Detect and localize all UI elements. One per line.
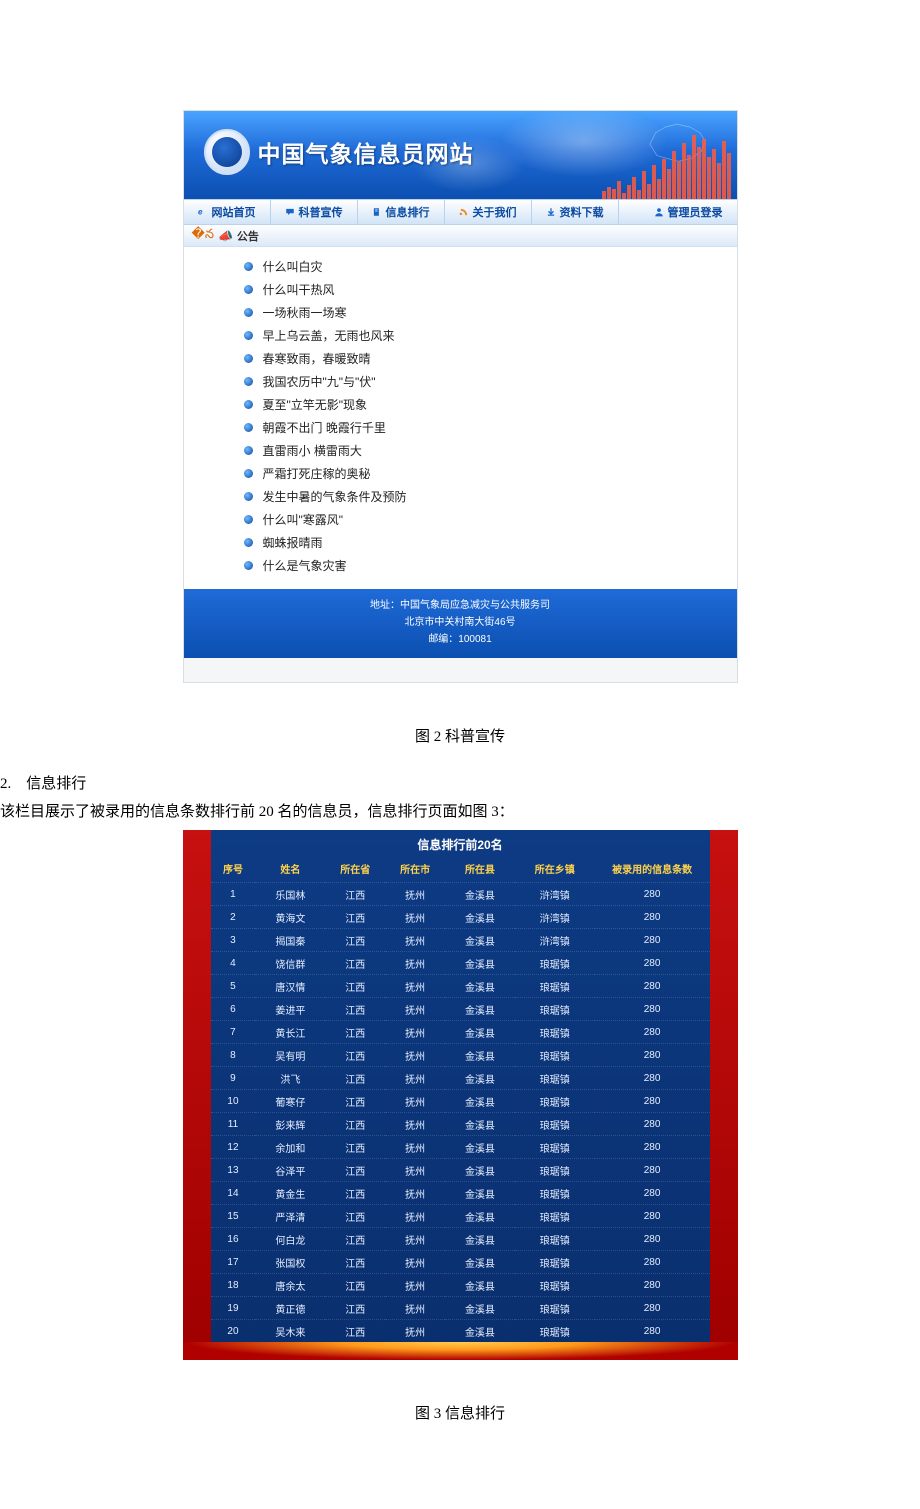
ranking-title: 信息排行前20名 bbox=[211, 830, 710, 857]
nav-item-2[interactable]: 信息排行 bbox=[358, 200, 445, 224]
bullet-icon bbox=[244, 331, 253, 340]
article-item[interactable]: 蜘蛛报晴雨 bbox=[184, 531, 737, 554]
article-item[interactable]: 夏至"立竿无影"现象 bbox=[184, 393, 737, 416]
bullet-icon bbox=[244, 423, 253, 432]
ranking-row: 13谷泽平江西抚州金溪县琅琚镇280 bbox=[211, 1159, 710, 1182]
ranking-row: 5唐汉情江西抚州金溪县琅琚镇280 bbox=[211, 975, 710, 998]
ranking-row: 12余加和江西抚州金溪县琅琚镇280 bbox=[211, 1136, 710, 1159]
svg-text:e: e bbox=[198, 208, 203, 217]
ranking-row: 19黄正德江西抚州金溪县琅琚镇280 bbox=[211, 1297, 710, 1320]
bullet-icon bbox=[244, 262, 253, 271]
article-item[interactable]: 早上乌云盖，无雨也风来 bbox=[184, 324, 737, 347]
announcement-label: 公告 bbox=[237, 228, 259, 244]
ranking-table: 序号姓名所在省所在市所在县所在乡镇被录用的信息条数1乐国林江西抚州金溪县浒湾镇2… bbox=[211, 857, 710, 1342]
banner-bar-chart-art bbox=[602, 135, 731, 199]
bullet-icon bbox=[244, 538, 253, 547]
announcement-icon: �న bbox=[192, 226, 214, 245]
article-item[interactable]: 什么叫白灾 bbox=[184, 255, 737, 278]
ranking-row: 9洪飞江西抚州金溪县琅琚镇280 bbox=[211, 1067, 710, 1090]
ranking-row: 6姜进平江西抚州金溪县琅琚镇280 bbox=[211, 998, 710, 1021]
website-screenshot: 中国气象信息员网站 e网站首页科普宣传信息排行关于我们资料下载管理员登录 �న … bbox=[183, 110, 738, 683]
ranking-col-header: 所在市 bbox=[385, 857, 445, 883]
ranking-row: 16何白龙江西抚州金溪县琅琚镇280 bbox=[211, 1228, 710, 1251]
ranking-row: 1乐国林江西抚州金溪县浒湾镇280 bbox=[211, 883, 710, 906]
ranking-col-header: 姓名 bbox=[255, 857, 325, 883]
site-title: 中国气象信息员网站 bbox=[258, 135, 474, 169]
ranking-col-header: 所在乡镇 bbox=[515, 857, 595, 883]
site-logo-icon bbox=[204, 129, 250, 175]
ranking-row: 2黄海文江西抚州金溪县浒湾镇280 bbox=[211, 906, 710, 929]
ranking-row: 7黄长江江西抚州金溪县琅琚镇280 bbox=[211, 1021, 710, 1044]
ranking-row: 17张国权江西抚州金溪县琅琚镇280 bbox=[211, 1251, 710, 1274]
article-item[interactable]: 一场秋雨一场寒 bbox=[184, 301, 737, 324]
ranking-row: 18唐余太江西抚州金溪县琅琚镇280 bbox=[211, 1274, 710, 1297]
ranking-col-header: 所在省 bbox=[325, 857, 385, 883]
ranking-row: 20吴木来江西抚州金溪县琅琚镇280 bbox=[211, 1320, 710, 1343]
article-item[interactable]: 严霜打死庄稼的奥秘 bbox=[184, 462, 737, 485]
bullet-icon bbox=[244, 308, 253, 317]
section-2-description: 该栏目展示了被录用的信息条数排行前 20 名的信息员，信息排行页面如图 3： bbox=[0, 800, 920, 824]
bullet-icon bbox=[244, 561, 253, 570]
footer-spacer bbox=[184, 658, 737, 682]
ranking-col-header: 序号 bbox=[211, 857, 256, 883]
ranking-col-header: 被录用的信息条数 bbox=[595, 857, 710, 883]
ranking-screenshot: 信息排行前20名 序号姓名所在省所在市所在县所在乡镇被录用的信息条数1乐国林江西… bbox=[183, 830, 738, 1360]
site-logo-area: 中国气象信息员网站 bbox=[204, 129, 474, 175]
article-item[interactable]: 朝霞不出门 晚霞行千里 bbox=[184, 416, 737, 439]
main-nav: e网站首页科普宣传信息排行关于我们资料下载管理员登录 bbox=[184, 199, 737, 225]
ranking-row: 3揭国秦江西抚州金溪县浒湾镇280 bbox=[211, 929, 710, 952]
article-item[interactable]: 什么叫"寒露风" bbox=[184, 508, 737, 531]
figure-caption-2: 图 2 科普宣传 bbox=[0, 725, 920, 746]
section-2-heading: 2. 信息排行 bbox=[0, 772, 920, 796]
bullet-icon bbox=[244, 469, 253, 478]
bullet-icon bbox=[244, 446, 253, 455]
ranking-row: 4饶信群江西抚州金溪县琅琚镇280 bbox=[211, 952, 710, 975]
nav-item-4[interactable]: 资料下载 bbox=[532, 200, 619, 224]
ranking-row: 8吴有明江西抚州金溪县琅琚镇280 bbox=[211, 1044, 710, 1067]
announcement-bar: �న 📣 公告 bbox=[184, 225, 737, 247]
nav-item-3[interactable]: 关于我们 bbox=[445, 200, 532, 224]
article-item[interactable]: 什么是气象灾害 bbox=[184, 554, 737, 577]
article-item[interactable]: 什么叫干热风 bbox=[184, 278, 737, 301]
nav-item-1[interactable]: 科普宣传 bbox=[271, 200, 358, 224]
bullet-icon bbox=[244, 354, 253, 363]
article-item[interactable]: 春寒致雨，春暖致晴 bbox=[184, 347, 737, 370]
nav-item-0[interactable]: e网站首页 bbox=[184, 200, 271, 224]
ranking-row: 14黄金生江西抚州金溪县琅琚镇280 bbox=[211, 1182, 710, 1205]
bullet-icon bbox=[244, 377, 253, 386]
bullet-icon bbox=[244, 400, 253, 409]
ranking-row: 11彭来辉江西抚州金溪县琅琚镇280 bbox=[211, 1113, 710, 1136]
ranking-row: 15严泽清江西抚州金溪县琅琚镇280 bbox=[211, 1205, 710, 1228]
bullet-icon bbox=[244, 515, 253, 524]
figure-caption-3: 图 3 信息排行 bbox=[0, 1402, 920, 1423]
bullet-icon bbox=[244, 492, 253, 501]
article-list: 什么叫白灾什么叫干热风一场秋雨一场寒早上乌云盖，无雨也风来春寒致雨，春暖致晴我国… bbox=[184, 247, 737, 589]
article-item[interactable]: 发生中暑的气象条件及预防 bbox=[184, 485, 737, 508]
article-item[interactable]: 直雷雨小 横雷雨大 bbox=[184, 439, 737, 462]
ranking-col-header: 所在县 bbox=[445, 857, 515, 883]
nav-item-5[interactable]: 管理员登录 bbox=[640, 200, 737, 224]
article-item[interactable]: 我国农历中"九"与"伏" bbox=[184, 370, 737, 393]
site-footer: 地址：中国气象局应急减灾与公共服务司北京市中关村南大街46号邮编：100081 bbox=[184, 589, 737, 658]
megaphone-icon: 📣 bbox=[218, 229, 233, 243]
ranking-row: 10葡寒仔江西抚州金溪县琅琚镇280 bbox=[211, 1090, 710, 1113]
ranking-bottom-art bbox=[183, 1342, 738, 1360]
bullet-icon bbox=[244, 285, 253, 294]
site-banner: 中国气象信息员网站 bbox=[184, 111, 737, 199]
